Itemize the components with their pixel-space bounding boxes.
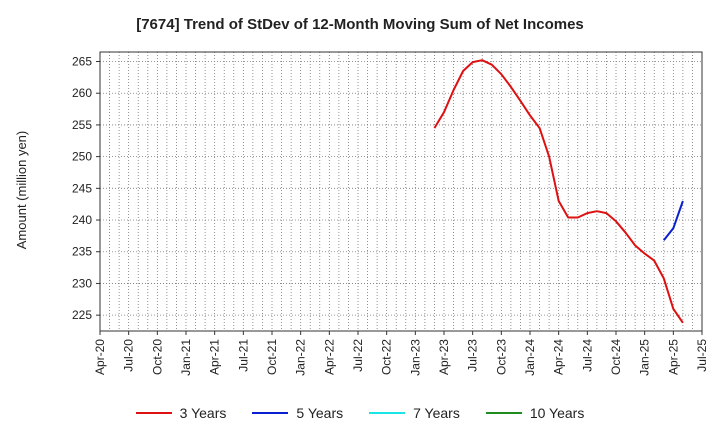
legend-swatch-7-years [369,412,406,414]
y-tick-label: 225 [72,308,92,322]
x-tick-label: Jan-24 [523,339,537,376]
x-tick-label: Apr-25 [666,339,680,375]
y-tick-label: 260 [72,86,92,100]
x-tick-label: Oct-20 [150,339,164,375]
x-tick-label: Jul-25 [695,339,709,372]
x-tick-label: Oct-24 [609,339,623,375]
legend: 3 Years 5 Years 7 Years 10 Years [0,405,720,421]
y-tick-label: 255 [72,118,92,132]
x-tick-label: Jan-23 [408,339,422,376]
legend-swatch-3-years [135,412,172,414]
legend-item-3-years: 3 Years [135,405,227,421]
legend-label-10-years: 10 Years [529,405,585,421]
chart-title: [7674] Trend of StDev of 12-Month Moving… [136,16,584,33]
plot-frame [99,51,703,332]
x-tick-label: Jul-24 [580,339,594,372]
x-tick-label: Oct-22 [380,339,394,375]
x-tick-label: Oct-21 [265,339,279,375]
x-tick-label: Oct-23 [494,339,508,375]
legend-item-5-years: 5 Years [252,405,343,421]
x-tick-label: Jan-21 [179,339,193,376]
x-tick-label: Apr-22 [322,339,336,375]
x-tick-label: Apr-24 [552,339,566,375]
y-tick-label: 230 [72,276,92,290]
legend-label-3-years: 3 Years [179,405,227,421]
legend-label-5-years: 5 Years [296,405,344,421]
series-line-5-years [663,200,684,241]
legend-swatch-5-years [252,412,289,414]
legend-label-7-years: 7 Years [413,405,460,421]
x-tick-label: Jan-22 [294,339,308,376]
x-tick-label: Jul-21 [236,339,250,372]
series-line-3-years [433,59,684,324]
legend-swatch-10-years [485,412,522,414]
legend-item-7-years: 7 Years [369,405,460,421]
y-tick-label: 240 [72,213,92,227]
y-tick-label: 250 [72,150,92,164]
x-tick-label: Apr-23 [437,339,451,375]
x-tick-label: Jan-25 [638,339,652,376]
x-tick-label: Apr-21 [208,339,222,375]
x-tick-label: Jul-22 [351,339,365,372]
y-tick-label: 265 [72,55,92,69]
y-tick-label: 235 [72,245,92,259]
legend-item-10-years: 10 Years [485,405,585,421]
x-tick-label: Jul-20 [122,339,136,372]
x-tick-label: Jul-23 [466,339,480,372]
x-tick-label: Apr-20 [93,339,107,375]
y-tick-label: 245 [72,181,92,195]
